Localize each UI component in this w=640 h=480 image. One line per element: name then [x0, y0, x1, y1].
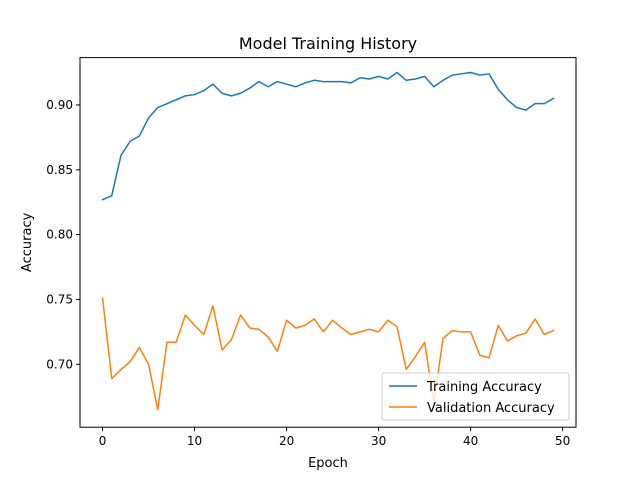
y-axis-label: Accuracy: [20, 212, 35, 272]
y-tick-label: 0.70: [46, 357, 73, 371]
y-axis: 0.70 0.75 0.80 0.85 0.90: [46, 98, 80, 371]
y-tick-label: 0.85: [46, 163, 73, 177]
x-tick-label: 50: [555, 434, 570, 448]
axes-frame: [79, 57, 577, 428]
x-tick-label: 10: [187, 434, 202, 448]
legend-label-validation: Validation Accuracy: [427, 401, 555, 416]
y-tick-label: 0.75: [46, 292, 73, 306]
chart-title: Model Training History: [239, 34, 417, 53]
x-tick-label: 20: [279, 434, 294, 448]
x-axis: 0 10 20 30 40 50: [99, 427, 570, 448]
x-axis-label: Epoch: [308, 456, 348, 471]
series-line-validation: [101, 297, 555, 411]
legend-label-training: Training Accuracy: [426, 380, 542, 395]
x-tick-label: 0: [99, 434, 107, 448]
x-tick-label: 30: [371, 434, 386, 448]
y-tick-label: 0.80: [46, 228, 73, 242]
legend: Training Accuracy Validation Accuracy: [381, 372, 570, 421]
series-line-training: [101, 71, 555, 201]
legend-box: [381, 372, 570, 421]
y-tick-label: 0.90: [46, 98, 73, 112]
x-tick-label: 40: [463, 434, 478, 448]
plot-area: [101, 71, 555, 411]
